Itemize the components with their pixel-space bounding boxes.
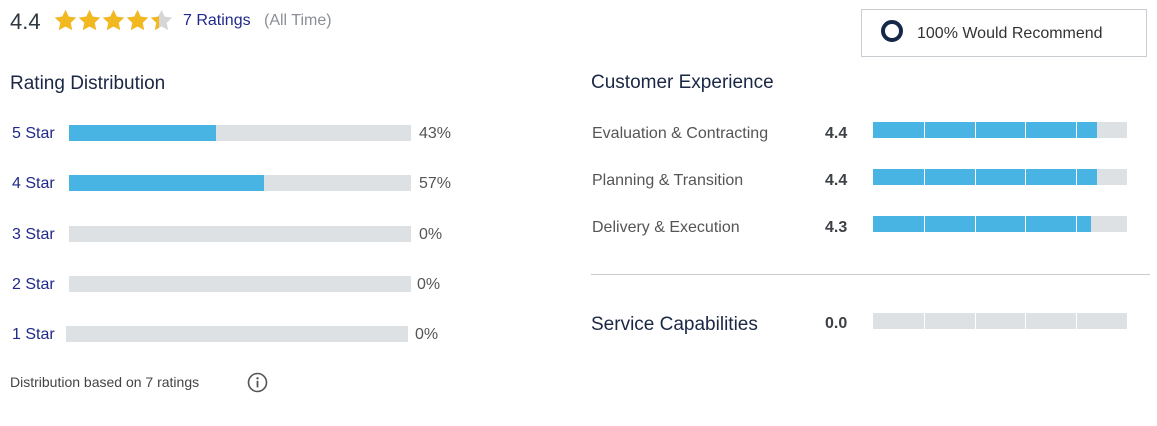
dist-percent-4-star: 57% <box>419 175 452 192</box>
section-divider <box>591 274 1150 275</box>
dist-percent-3-star: 0% <box>419 226 443 243</box>
dist-label-5-star[interactable]: 5 Star <box>12 125 55 142</box>
segment-divider <box>923 216 925 232</box>
dist-label-4-star[interactable]: 4 Star <box>12 175 55 192</box>
segment-divider <box>923 169 925 185</box>
star-rating <box>53 8 173 34</box>
dist-label-1-star[interactable]: 1 Star <box>12 326 55 343</box>
segment-divider <box>923 313 925 329</box>
cx-label-delivery: Delivery & Execution <box>592 219 740 236</box>
star-icon <box>78 9 101 31</box>
dist-bar-2-star <box>69 276 411 292</box>
segment-divider <box>1076 122 1078 138</box>
segment-divider <box>1025 122 1027 138</box>
recommend-text: 100% Would Recommend <box>917 25 1103 42</box>
cx-score-evaluation: 4.4 <box>825 125 848 142</box>
dist-label-2-star[interactable]: 2 Star <box>12 276 55 293</box>
overall-rating: 4.4 <box>10 9 41 34</box>
score-bar-fill <box>873 216 1092 232</box>
cx-label-planning: Planning & Transition <box>592 172 744 189</box>
star-icon <box>54 9 77 31</box>
segment-divider <box>974 216 976 232</box>
dist-percent-5-star: 43% <box>419 125 452 142</box>
segment-divider <box>923 122 925 138</box>
dist-bar-1-star <box>66 326 408 342</box>
dist-bar-fill <box>69 175 264 191</box>
cx-bar-delivery <box>873 216 1127 232</box>
dist-percent-1-star: 0% <box>415 326 439 343</box>
star-icon <box>102 9 125 31</box>
cx-bar-evaluation <box>873 122 1127 138</box>
segment-divider <box>1025 313 1027 329</box>
service-capabilities-bar <box>873 313 1127 329</box>
star-icon <box>150 9 173 31</box>
segment-divider <box>1025 169 1027 185</box>
dist-bar-5-star <box>69 125 411 141</box>
dist-bar-4-star <box>69 175 411 191</box>
cx-bar-planning <box>873 169 1127 185</box>
rating-distribution-title: Rating Distribution <box>10 73 166 94</box>
segment-divider <box>1025 216 1027 232</box>
customer-experience-title: Customer Experience <box>591 72 774 93</box>
segment-divider <box>1076 169 1078 185</box>
info-icon[interactable] <box>247 372 268 393</box>
score-bar-fill <box>873 122 1097 138</box>
segment-divider <box>974 313 976 329</box>
dist-percent-2-star: 0% <box>417 276 441 293</box>
ratings-count-link[interactable]: 7 Ratings <box>183 12 251 29</box>
dist-bar-fill <box>69 125 217 141</box>
segment-divider <box>974 122 976 138</box>
cx-score-planning: 4.4 <box>825 172 848 189</box>
dist-label-3-star[interactable]: 3 Star <box>12 226 55 243</box>
score-bar-fill <box>873 169 1097 185</box>
circle-icon <box>881 20 903 42</box>
cx-score-delivery: 4.3 <box>825 219 848 236</box>
dist-bar-3-star <box>69 226 411 242</box>
segment-divider <box>1076 216 1078 232</box>
ratings-scope: (All Time) <box>264 12 332 29</box>
cx-label-evaluation: Evaluation & Contracting <box>592 125 769 142</box>
distribution-note: Distribution based on 7 ratings <box>10 374 200 390</box>
segment-divider <box>1076 313 1078 329</box>
service-capabilities-label: Service Capabilities <box>591 314 758 335</box>
service-capabilities-score: 0.0 <box>825 315 848 332</box>
segment-divider <box>974 169 976 185</box>
star-icon <box>126 9 149 31</box>
recommend-badge: 100% Would Recommend <box>861 9 1147 57</box>
